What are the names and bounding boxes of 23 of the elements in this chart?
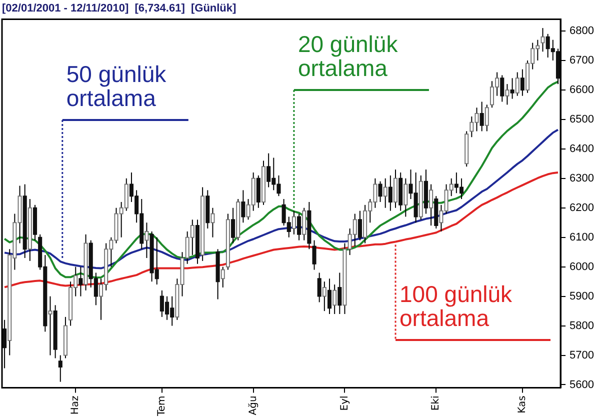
y-tick-label: 6400: [570, 142, 594, 155]
y-tick-label: 6700: [570, 54, 594, 67]
y-tick-label: 6000: [570, 260, 594, 273]
y-tick-label: 5800: [570, 320, 594, 332]
x-tick-label: Kas: [517, 396, 528, 414]
y-tick-label: 6500: [570, 113, 594, 126]
chart-title: [02/01/2001 - 12/11/2010] [6,734.61] [Günlük]: [2, 2, 237, 15]
text: 20 günlük ortalama: [298, 30, 398, 81]
x-tick-label: Tem: [156, 396, 168, 418]
text: 50 günlük ortalama: [66, 60, 167, 111]
x-tick-label: Ağu: [248, 396, 259, 416]
y-tick-label: 6600: [570, 84, 594, 96]
y-tick-label: 5900: [570, 290, 594, 302]
series-label: 100 günlük ortalama: [400, 280, 513, 331]
y-tick-label: 5700: [570, 349, 594, 362]
y-tick-label: 6800: [570, 25, 594, 38]
y-tick-label: 6200: [570, 202, 594, 214]
y-tick-label: 6300: [570, 172, 594, 184]
x-tick-label: Haz: [70, 396, 82, 415]
x-tick-label: Eyl: [339, 396, 350, 411]
x-tick-label: Eki: [430, 396, 442, 411]
y-tick-label: 6100: [570, 231, 594, 244]
y-tick-label: 5600: [570, 378, 594, 391]
